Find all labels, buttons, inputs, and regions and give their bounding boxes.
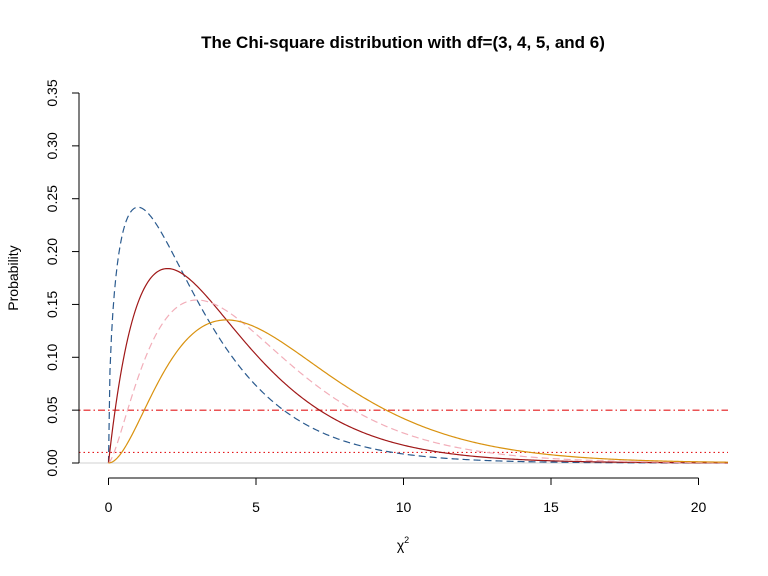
x-tick-label: 20: [691, 499, 707, 515]
y-tick-label: 0.00: [44, 449, 60, 476]
chart-title: The Chi-square distribution with df=(3, …: [201, 33, 605, 52]
x-axis-label-symbol: χ: [397, 537, 405, 553]
series-line-df4: [107, 267, 728, 464]
y-tick-label: 0.10: [44, 343, 60, 370]
y-tick-label: 0.20: [44, 238, 60, 265]
y-tick-label: 0.25: [44, 185, 60, 212]
x-tick-label: 0: [105, 499, 113, 515]
x-axis: 0 5 10 15 20: [105, 477, 707, 515]
series-lines: [107, 206, 728, 464]
x-axis-label-superscript: 2: [404, 535, 409, 545]
series-line-df5: [108, 299, 728, 464]
reference-lines: [79, 409, 728, 453]
x-tick-label: 5: [252, 499, 260, 515]
y-tick-label: 0.15: [44, 291, 60, 318]
y-axis-label: Probability: [5, 245, 21, 310]
x-axis-label: χ2: [397, 535, 409, 553]
series-line-df6: [108, 319, 728, 464]
y-tick-label: 0.30: [44, 132, 60, 159]
y-axis: 0.00 0.05 0.10 0.15 0.20 0.25 0.30 0.35: [44, 79, 80, 477]
x-tick-label: 15: [543, 499, 559, 515]
y-tick-label: 0.35: [44, 79, 60, 106]
x-tick-label: 10: [396, 499, 412, 515]
y-tick-label: 0.05: [44, 396, 60, 423]
